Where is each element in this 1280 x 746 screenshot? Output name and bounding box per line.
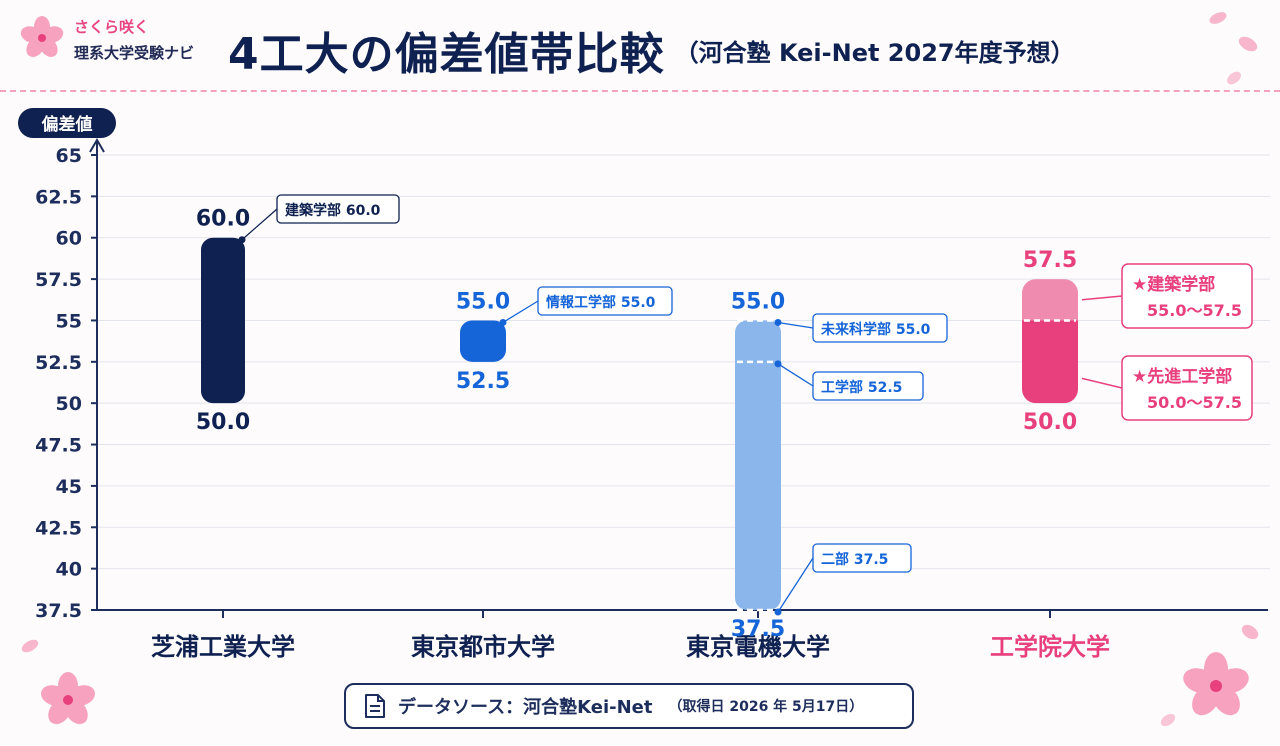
- y-tick-label: 37.5: [35, 600, 82, 622]
- callout-leader: [502, 300, 539, 324]
- callout-leader: [1081, 377, 1123, 389]
- petal-decoration-icon: [1209, 12, 1258, 85]
- callout-box: [812, 313, 948, 343]
- bar-bottom-label: 50.0: [196, 410, 250, 435]
- x-category-label: 東京都市大学: [411, 633, 555, 661]
- y-tick-label: 50: [56, 393, 82, 415]
- x-category-label: 東京電機大学: [686, 633, 830, 661]
- bar-top-label: 57.5: [1023, 248, 1077, 273]
- page-title-block: 4工大の偏差値帯比較 （河合塾 Kei-Net 2027年度予想）: [228, 18, 1228, 82]
- callout-leader: [777, 363, 814, 387]
- y-tick-label: 47.5: [35, 435, 82, 457]
- range-bar-segment: [1022, 279, 1078, 321]
- range-bar: [201, 237, 245, 404]
- y-axis-arrow-icon: [89, 138, 105, 153]
- callout-label: 情報工学部 55.0: [546, 294, 656, 311]
- page-subtitle: （河合塾 Kei-Net 2027年度予想）: [674, 38, 1075, 67]
- brand-name: 理系大学受験ナビ: [74, 44, 195, 62]
- data-source-date: （取得日 2026 年 5月17日）: [668, 699, 864, 715]
- callout-box: [537, 286, 673, 316]
- callout-label: 建築学部 60.0: [285, 202, 381, 219]
- data-source-label: データソース：河合塾Kei-Net: [398, 697, 653, 718]
- y-tick-label: 62.5: [35, 186, 82, 208]
- callout-leader: [777, 557, 814, 613]
- sakura-decoration-icon: [21, 639, 95, 725]
- data-source-box: データソース：河合塾Kei-Net （取得日 2026 年 5月17日）: [344, 683, 914, 729]
- y-tick-label: 42.5: [35, 517, 82, 539]
- callout-label: 工学部 52.5: [821, 379, 902, 396]
- callout-range: 50.0〜57.5: [1147, 393, 1242, 412]
- range-bar: [735, 320, 781, 610]
- bar-bottom-label: 50.0: [1023, 410, 1077, 435]
- callout-box: [1121, 355, 1253, 421]
- header-divider: [0, 90, 1280, 92]
- callout-box: [276, 194, 400, 224]
- callout-box: [812, 543, 912, 573]
- x-category-label: 芝浦工業大学: [151, 633, 295, 661]
- x-category-label: 工学院大学: [990, 633, 1110, 661]
- bar-top-label: 60.0: [196, 207, 250, 232]
- y-tick-label: 60: [56, 228, 82, 250]
- callout-range: 55.0〜57.5: [1147, 301, 1242, 320]
- callout-box: [1121, 263, 1253, 329]
- document-icon: [365, 694, 385, 718]
- y-tick-label: 52.5: [35, 352, 82, 374]
- callout-label: ★先進工学部: [1132, 366, 1232, 387]
- brand-tagline: さくら咲く: [74, 18, 150, 36]
- callout-label: ★建築学部: [1132, 274, 1215, 295]
- callout-leader: [777, 321, 814, 329]
- bar-top-label: 55.0: [456, 289, 510, 314]
- y-tick-label: 65: [56, 145, 82, 167]
- y-axis-label: 偏差値: [42, 114, 93, 135]
- callout-leader: [241, 208, 278, 241]
- y-tick-label: 55: [56, 310, 82, 332]
- y-tick-label: 40: [56, 559, 82, 581]
- callout-label: 未来科学部 55.0: [821, 321, 931, 338]
- sakura-logo-icon: [20, 16, 64, 57]
- page-title: 4工大の偏差値帯比較: [228, 29, 665, 80]
- callout-leader: [1081, 295, 1123, 301]
- brand-block: さくら咲く 理系大学受験ナビ: [14, 10, 234, 66]
- range-bar-segment: [1022, 320, 1078, 404]
- bar-bottom-label: 52.5: [456, 369, 510, 394]
- y-tick-label: 45: [56, 476, 82, 498]
- bar-bottom-label: 37.5: [731, 617, 785, 642]
- callout-label: 二部 37.5: [821, 551, 888, 568]
- y-tick-label: 57.5: [35, 269, 82, 291]
- callout-box: [812, 371, 924, 401]
- sakura-decoration-icon: [1160, 624, 1259, 727]
- range-bar: [460, 320, 506, 362]
- y-axis-label-pill: [18, 108, 116, 138]
- bar-top-label: 55.0: [731, 289, 785, 314]
